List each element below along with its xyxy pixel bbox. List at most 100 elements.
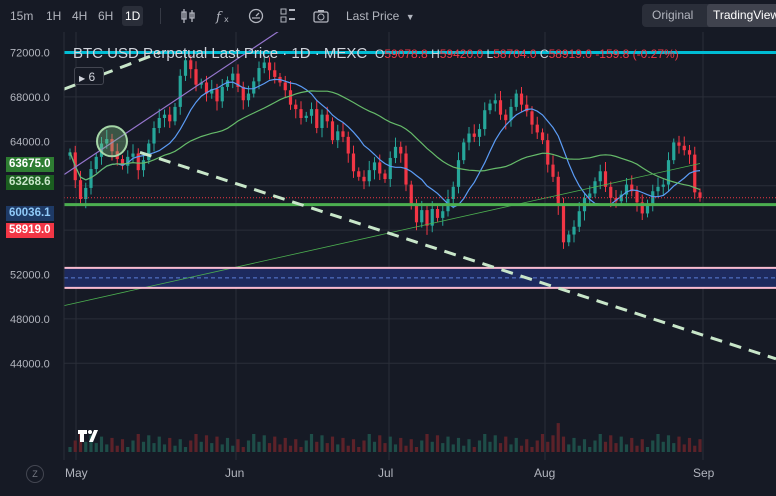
volume-bar <box>472 447 476 452</box>
toolbar-divider <box>160 8 161 24</box>
candle-body <box>441 211 445 218</box>
volume-bar <box>525 439 529 452</box>
y-tick-label: 52000.0 <box>10 270 50 282</box>
volume-bar <box>656 434 660 452</box>
candle-body <box>173 106 177 122</box>
candle-body <box>535 124 539 133</box>
volume-bar <box>519 445 524 452</box>
volume-bar <box>126 447 130 452</box>
candle-type-icon[interactable] <box>178 6 198 26</box>
candle-body <box>120 159 125 166</box>
candle-body <box>588 193 592 198</box>
touch-point-circle <box>96 125 128 158</box>
volume-bar <box>640 439 644 452</box>
interval-1h[interactable]: 1H <box>46 9 62 23</box>
candle-body <box>435 209 440 218</box>
layout-grid-icon[interactable] <box>278 6 298 26</box>
candle-body <box>504 114 508 121</box>
volume-bar <box>593 440 597 452</box>
volume-bar <box>546 441 550 452</box>
interval-1d[interactable]: 1D <box>122 6 144 26</box>
candle-body <box>677 142 681 146</box>
volume-bar <box>325 443 329 452</box>
volume-bar <box>189 440 193 452</box>
tradingview-view-button[interactable]: TradingView <box>707 4 776 27</box>
price-chart[interactable]: 76000.072000.068000.064000.060000.056000… <box>0 32 776 460</box>
candle-body <box>283 82 287 91</box>
volume-bar <box>89 435 93 452</box>
volume-bar <box>73 440 77 452</box>
indicators-toggle[interactable]: ▶ 6 <box>74 67 104 85</box>
candle-body <box>661 184 665 187</box>
candle-body <box>519 93 524 105</box>
candle-body <box>572 226 576 235</box>
volume-bar <box>194 434 198 452</box>
volume-bar <box>551 435 555 452</box>
volume-bar <box>152 443 156 452</box>
volume-bar <box>136 434 140 452</box>
volume-bar <box>273 436 277 452</box>
volume-bar <box>483 434 487 452</box>
price-tag-ma-green: 63675.0 <box>6 157 54 172</box>
view-toggle: Original TradingView <box>642 4 776 27</box>
candle-body <box>456 160 461 187</box>
volume-bar <box>693 445 697 452</box>
price-source-label: Last Price <box>346 9 400 23</box>
volume-bar <box>357 447 361 452</box>
volume-bar <box>504 436 508 452</box>
volume-bar <box>698 439 702 452</box>
candle-body <box>126 156 130 166</box>
candle-body <box>304 115 308 118</box>
candle-body <box>430 209 434 226</box>
candle-body <box>94 156 98 170</box>
svg-text:f: f <box>215 10 223 25</box>
candle-body <box>315 109 319 128</box>
candle-body <box>399 146 403 154</box>
x-label-may: May <box>65 466 88 480</box>
camera-icon[interactable] <box>311 6 331 26</box>
y-tick-label: 72000.0 <box>10 48 50 60</box>
chevron-right-icon: ▶ <box>79 74 86 83</box>
candle-body <box>540 132 545 141</box>
high-value: 59420.0 <box>439 47 484 61</box>
volume-bar <box>204 435 209 452</box>
interval-4h[interactable]: 4H <box>72 9 88 23</box>
y-tick-label: 68000.0 <box>10 92 50 104</box>
candle-body <box>556 176 560 206</box>
ma-long-line <box>69 90 701 191</box>
candle-body <box>693 154 697 193</box>
volume-bar <box>105 444 109 452</box>
volume-bar <box>341 437 345 452</box>
dashed-resistance-line-upper <box>63 51 161 91</box>
candle-body <box>231 73 235 81</box>
interval-15m[interactable]: 15m <box>10 9 34 23</box>
candle-body <box>462 142 466 161</box>
volume-bar <box>304 440 308 452</box>
volume-bar <box>236 439 240 452</box>
volume-bar <box>446 436 450 452</box>
volume-bar <box>168 437 172 452</box>
auto-scale-button[interactable]: Z <box>26 465 44 483</box>
candle-body <box>236 73 240 87</box>
candle-body <box>241 86 245 101</box>
volume-bar <box>383 443 387 452</box>
candle-body <box>546 140 550 165</box>
volume-bar <box>320 435 324 452</box>
volume-bar <box>278 444 282 452</box>
original-view-button[interactable]: Original <box>652 8 694 22</box>
volume-bar <box>588 447 592 452</box>
volume-bar <box>535 440 539 452</box>
x-label-jun: Jun <box>225 466 245 480</box>
close-label: C <box>539 47 549 61</box>
dashed-resistance-line <box>139 150 776 361</box>
speedometer-icon[interactable] <box>246 6 266 26</box>
low-label: L <box>486 47 494 61</box>
volume-bar <box>420 440 424 452</box>
candle-body <box>309 109 314 116</box>
volume-bar <box>441 443 445 452</box>
volume-bar <box>147 435 151 452</box>
interval-6h[interactable]: 6H <box>98 9 114 23</box>
upper-trend-line <box>63 32 279 176</box>
price-source-dropdown[interactable]: Last Price ▼ <box>346 6 415 26</box>
